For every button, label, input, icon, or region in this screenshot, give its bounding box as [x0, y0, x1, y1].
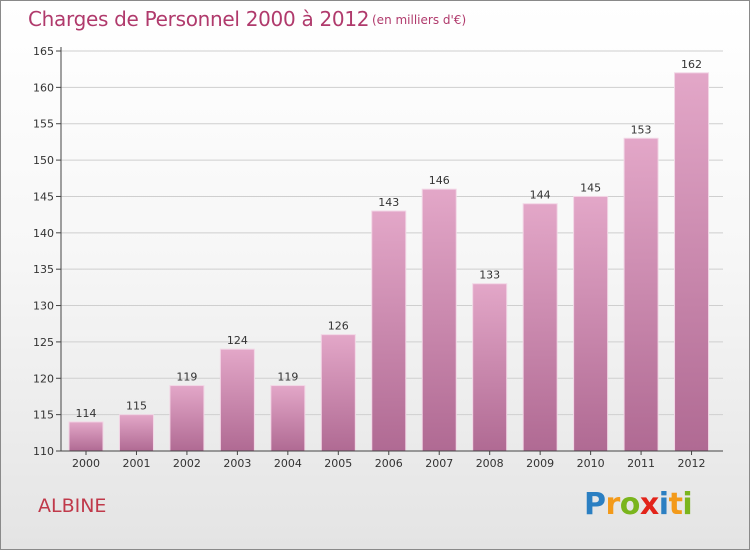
proxiti-logo: Proxiti [584, 487, 693, 522]
data-label-2003: 124 [227, 334, 248, 347]
data-label-2009: 144 [530, 189, 551, 202]
data-labels: 114 115 119 124 119 126 143 146 133 144 145 153 162 [76, 58, 703, 420]
data-label-2005: 126 [328, 320, 349, 333]
logo-letter: i [658, 487, 669, 522]
x-tick-label-2002: 2002 [173, 457, 201, 470]
x-tick-label-2008: 2008 [476, 457, 504, 470]
bar-2012 [674, 72, 710, 452]
x-tick-label-2007: 2007 [425, 457, 453, 470]
data-label-2004: 119 [277, 371, 298, 384]
x-tick-label-2011: 2011 [627, 457, 655, 470]
y-tick-label: 155 [33, 118, 54, 131]
bar-2004 [270, 385, 306, 452]
logo-letter: t [668, 487, 683, 522]
bar-2003 [219, 348, 255, 452]
data-label-2000: 114 [76, 407, 97, 420]
bar-2002 [169, 385, 205, 452]
y-tick-label: 150 [33, 154, 54, 167]
y-tick-label: 135 [33, 263, 54, 276]
bar-2011 [623, 137, 659, 452]
x-tick-label-2009: 2009 [526, 457, 554, 470]
data-label-2010: 145 [580, 181, 601, 194]
bars [68, 72, 710, 452]
bar-2001 [118, 414, 154, 452]
chart-subtitle: (en milliers d'€) [372, 13, 467, 27]
chart-title: Charges de Personnel 2000 à 2012 [28, 7, 370, 31]
data-label-2008: 133 [479, 269, 500, 282]
logo-letter: x [639, 487, 659, 522]
bar-2008 [472, 283, 508, 452]
data-label-2007: 146 [429, 174, 450, 187]
bar-2005 [320, 334, 356, 452]
logo-letter: r [605, 487, 621, 522]
logo-letter: P [584, 487, 606, 522]
x-tick-label-2003: 2003 [223, 457, 251, 470]
data-label-2012: 162 [681, 58, 702, 71]
x-tick-label-2000: 2000 [72, 457, 100, 470]
y-tick-label: 120 [33, 372, 54, 385]
bar-2006 [371, 210, 407, 452]
x-tick-label-2012: 2012 [678, 457, 706, 470]
y-tick-label: 140 [33, 227, 54, 240]
data-label-2002: 119 [176, 371, 197, 384]
y-tick-label: 165 [33, 45, 54, 58]
y-tick-label: 110 [33, 445, 54, 458]
logo-letter: o [619, 487, 641, 522]
data-label-2006: 143 [378, 196, 399, 209]
y-tick-label: 160 [33, 81, 54, 94]
x-tick-label-2004: 2004 [274, 457, 302, 470]
bar-2010 [573, 195, 609, 452]
y-tick-label: 130 [33, 300, 54, 313]
y-tick-label: 115 [33, 409, 54, 422]
y-tick-label: 125 [33, 336, 54, 349]
bar-2000 [68, 421, 104, 452]
bar-2007 [421, 188, 457, 452]
y-tick-label: 145 [33, 190, 54, 203]
data-label-2011: 153 [631, 123, 652, 136]
x-tick-label-2001: 2001 [122, 457, 150, 470]
x-tick-label-2005: 2005 [324, 457, 352, 470]
commune-name: ALBINE [38, 495, 107, 517]
logo-letter: i [682, 487, 693, 522]
data-label-2001: 115 [126, 400, 147, 413]
x-tick-label-2006: 2006 [375, 457, 403, 470]
bar-2009 [522, 203, 558, 452]
x-tick-label-2010: 2010 [577, 457, 605, 470]
axes: 110 115 120 125 130 135 140 145 150 155 160 165 2000… [33, 45, 723, 470]
